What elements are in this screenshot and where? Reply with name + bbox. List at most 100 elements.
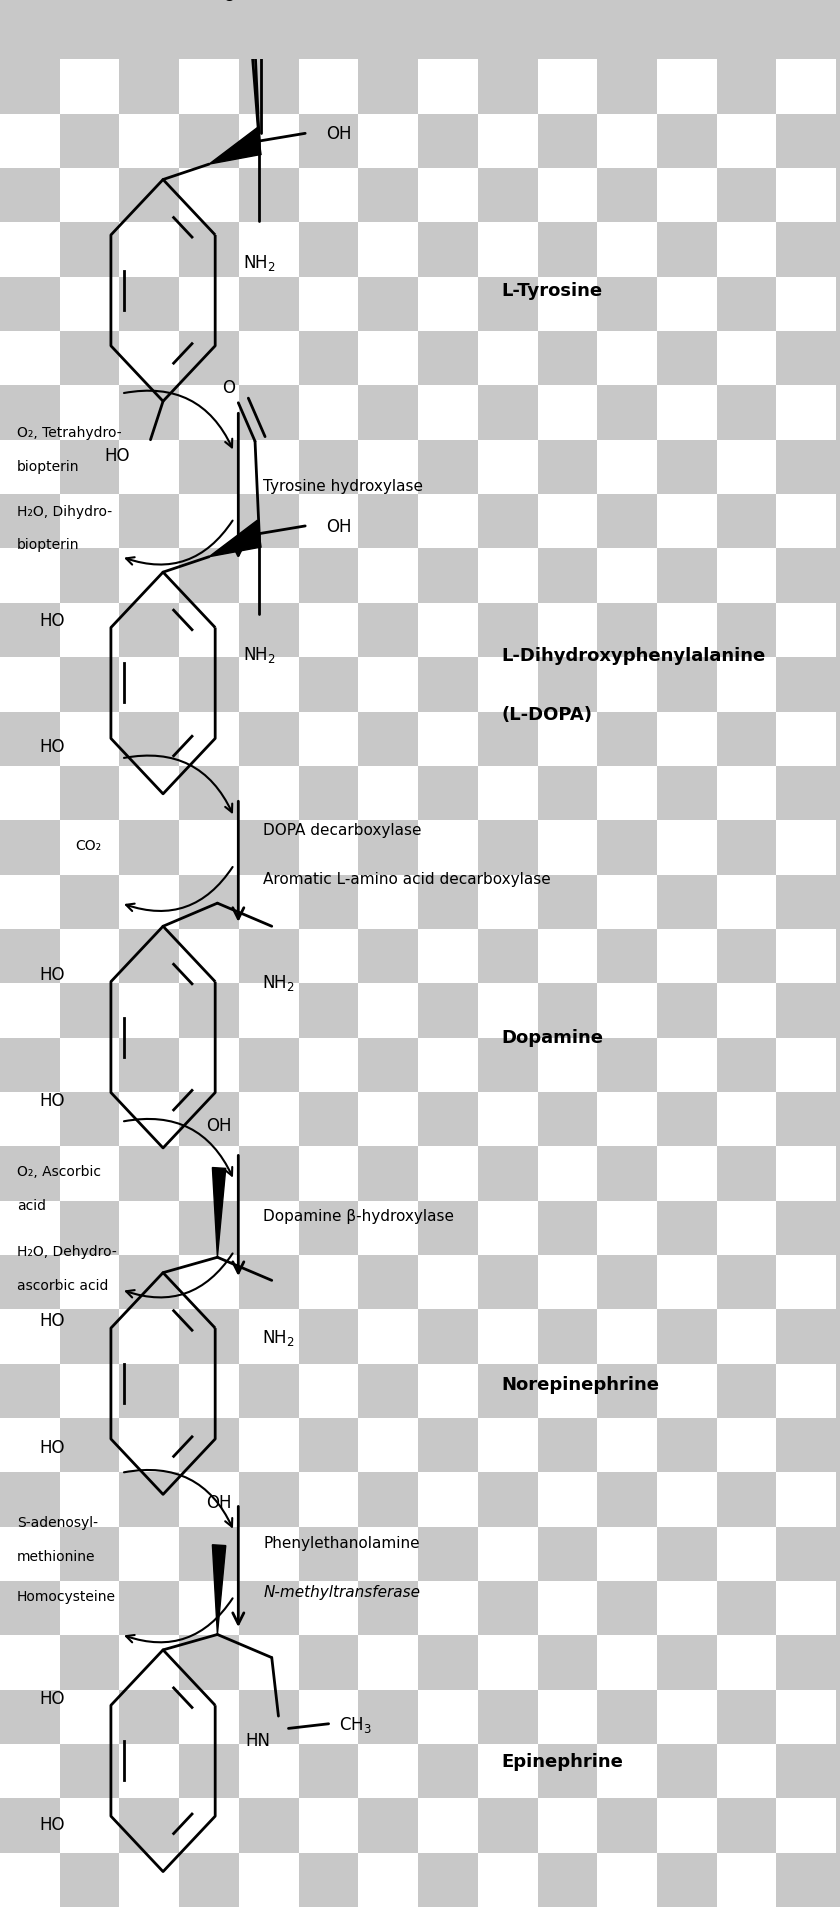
Bar	[418, 223, 478, 278]
Bar	[0, 1419, 60, 1472]
Bar	[538, 875, 597, 929]
Bar	[359, 1419, 418, 1472]
Bar	[60, 332, 119, 387]
Bar	[478, 1798, 538, 1854]
Text: (L-DOPA): (L-DOPA)	[501, 706, 593, 723]
Bar	[60, 603, 119, 658]
Bar	[179, 1690, 239, 1745]
Bar	[119, 984, 179, 1037]
Text: O: O	[222, 0, 234, 4]
Bar	[717, 61, 776, 114]
Bar	[179, 1146, 239, 1201]
Bar	[776, 1310, 836, 1364]
Bar	[776, 1636, 836, 1690]
Bar	[299, 1528, 359, 1581]
Bar	[60, 1419, 119, 1472]
Text: HO: HO	[39, 1438, 65, 1455]
Bar	[538, 1419, 597, 1472]
Text: S-adenosyl-: S-adenosyl-	[17, 1516, 97, 1529]
Bar	[119, 1093, 179, 1146]
Bar	[239, 223, 299, 278]
Bar	[717, 1798, 776, 1854]
Bar	[418, 278, 478, 332]
Bar	[359, 441, 418, 496]
Bar	[538, 549, 597, 603]
Bar	[239, 496, 299, 549]
Bar	[359, 1745, 418, 1798]
Bar	[179, 1093, 239, 1146]
Bar	[60, 1745, 119, 1798]
Polygon shape	[209, 128, 261, 166]
Bar	[239, 1093, 299, 1146]
Bar	[179, 1037, 239, 1093]
Bar	[538, 170, 597, 223]
Bar	[299, 1255, 359, 1310]
Bar	[776, 1201, 836, 1255]
Bar	[717, 1310, 776, 1364]
Bar	[597, 496, 657, 549]
Bar	[478, 1690, 538, 1745]
Bar	[418, 820, 478, 875]
Bar	[299, 1310, 359, 1364]
Text: Dopamine: Dopamine	[501, 1028, 604, 1047]
Text: Homocysteine: Homocysteine	[17, 1589, 116, 1604]
Bar	[418, 1528, 478, 1581]
Bar	[657, 658, 717, 711]
Bar	[0, 387, 60, 441]
Bar	[239, 61, 299, 114]
Bar	[597, 767, 657, 820]
Bar	[179, 496, 239, 549]
Bar	[299, 711, 359, 767]
Bar	[179, 387, 239, 441]
Bar	[119, 711, 179, 767]
Bar	[299, 1037, 359, 1093]
Bar	[597, 278, 657, 332]
Bar	[538, 1093, 597, 1146]
Bar	[657, 496, 717, 549]
Bar	[657, 1201, 717, 1255]
Bar	[538, 767, 597, 820]
Bar	[119, 1146, 179, 1201]
Bar	[60, 1690, 119, 1745]
Bar	[418, 170, 478, 223]
Bar	[657, 1419, 717, 1472]
Text: NH$_2$: NH$_2$	[262, 973, 295, 994]
Bar	[359, 1037, 418, 1093]
Bar	[657, 170, 717, 223]
Bar	[299, 549, 359, 603]
Bar	[478, 1201, 538, 1255]
Bar	[0, 1798, 60, 1854]
Bar	[717, 1419, 776, 1472]
Bar	[60, 441, 119, 496]
Bar	[776, 223, 836, 278]
Bar	[597, 1528, 657, 1581]
Bar	[359, 1472, 418, 1528]
Bar	[179, 1310, 239, 1364]
Bar	[239, 278, 299, 332]
Bar	[60, 767, 119, 820]
Text: OH: OH	[326, 126, 352, 143]
Bar	[657, 1854, 717, 1907]
Bar	[239, 984, 299, 1037]
Bar	[239, 170, 299, 223]
Bar	[299, 658, 359, 711]
Bar	[418, 332, 478, 387]
Bar	[299, 603, 359, 658]
Text: HO: HO	[39, 1312, 65, 1329]
Bar	[60, 711, 119, 767]
Text: HO: HO	[39, 738, 65, 755]
Bar	[0, 549, 60, 603]
Bar	[418, 1472, 478, 1528]
Bar	[717, 170, 776, 223]
Bar	[359, 1690, 418, 1745]
Bar	[239, 1255, 299, 1310]
Bar	[418, 114, 478, 170]
Bar	[776, 603, 836, 658]
Bar	[717, 820, 776, 875]
Bar	[299, 1472, 359, 1528]
Bar	[119, 1364, 179, 1419]
Bar	[418, 658, 478, 711]
Bar	[0, 1528, 60, 1581]
Bar	[538, 1854, 597, 1907]
Bar	[179, 1854, 239, 1907]
